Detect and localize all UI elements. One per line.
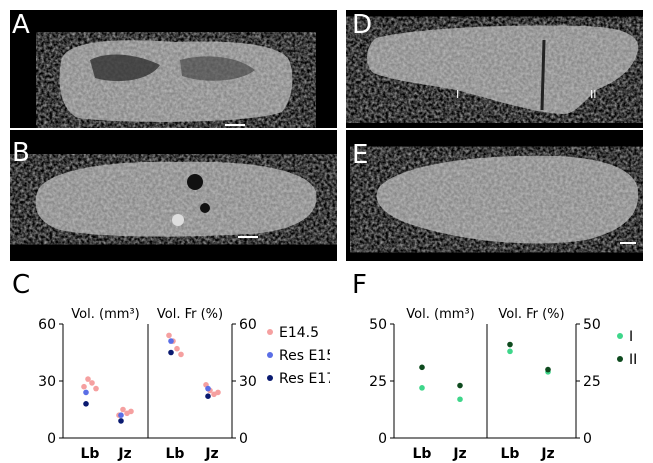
legend-marker: [267, 375, 273, 381]
data-point: [507, 341, 513, 348]
right-tick-label: 0: [239, 431, 248, 447]
chart-panel-c: Vol. (mm³) Vol. Fr (%) 0 30 60 0 30 60 Lb Lb Jz Jz E…: [38, 307, 330, 462]
scale-bar-b: [238, 236, 258, 238]
data-point: [457, 382, 463, 389]
right-section-title: Vol. Fr (%): [157, 307, 223, 322]
left-section-title: Vol. (mm³): [71, 307, 139, 322]
left-tick-label: 50: [369, 317, 387, 333]
data-point: [178, 351, 184, 358]
right-section-title: Vol. Fr (%): [498, 307, 564, 322]
scale-bar-e: [620, 242, 636, 244]
category-label-right: Jz: [540, 446, 554, 462]
data-point: [174, 345, 180, 352]
legend-marker: [267, 352, 273, 358]
category-label-left: Jz: [452, 446, 466, 462]
data-point: [457, 396, 463, 403]
legend-label: I: [629, 329, 633, 345]
data-point: [168, 338, 174, 344]
legend-label: E14.5: [279, 325, 319, 341]
panel-label-c: C: [12, 270, 31, 300]
legend-marker: [617, 333, 623, 339]
right-tick-label: 60: [239, 317, 257, 333]
data-point: [83, 389, 89, 396]
category-label-left: Lb: [81, 446, 100, 462]
legend-marker: [617, 356, 623, 362]
panel-label-e: E: [352, 140, 369, 170]
left-tick-label: 0: [47, 431, 56, 447]
category-label-left: Lb: [413, 446, 432, 462]
legend-label: Res E15.5: [279, 348, 330, 364]
category-label-right: Jz: [204, 446, 218, 462]
data-point: [93, 385, 99, 392]
data-point: [205, 393, 211, 399]
category-label-right: Lb: [501, 446, 520, 462]
right-tick-label: 25: [583, 374, 601, 390]
legend-label: Res E17.5: [279, 371, 330, 387]
left-tick-label: 0: [378, 431, 387, 447]
legend-marker: [267, 329, 273, 335]
panel-label-d: D: [352, 10, 373, 40]
data-point: [419, 364, 425, 371]
data-point: [168, 349, 174, 356]
data-point: [205, 385, 211, 392]
right-tick-label: 30: [239, 374, 257, 390]
left-tick-label: 25: [369, 374, 387, 390]
left-section-title: Vol. (mm³): [406, 307, 474, 322]
data-point: [215, 389, 221, 396]
data-point: [118, 412, 124, 418]
data-point: [507, 348, 513, 355]
category-label-right: Lb: [166, 446, 185, 462]
panel-label-f: F: [352, 270, 367, 300]
data-point: [128, 408, 134, 415]
panel-label-a: A: [12, 10, 30, 40]
micro-panel-e: [346, 130, 643, 261]
category-label-left: Jz: [117, 446, 131, 462]
legend-label: II: [629, 352, 637, 368]
micro-panel-a: [10, 10, 337, 128]
data-point: [85, 376, 91, 382]
panel-label-b: B: [12, 138, 30, 168]
right-tick-label: 50: [583, 317, 601, 333]
right-tick-label: 0: [583, 431, 592, 447]
data-point: [120, 406, 126, 413]
data-point: [166, 332, 172, 339]
scale-bar-d: [612, 128, 628, 130]
data-point: [89, 380, 95, 386]
region-marker-i: I: [456, 88, 460, 101]
scale-bar-a: [225, 124, 245, 126]
left-tick-label: 60: [38, 317, 56, 333]
micro-panel-d: [346, 10, 643, 128]
data-point: [83, 401, 89, 407]
left-tick-label: 30: [38, 374, 56, 390]
data-point: [545, 366, 551, 373]
data-point: [118, 418, 124, 424]
chart-panel-f: Vol. (mm³) Vol. Fr (%) 0 25 50 0 25 50 Lb Lb Jz Jz I…: [369, 307, 637, 462]
region-marker-ii: II: [590, 88, 597, 101]
data-point: [419, 385, 425, 391]
micro-panel-b: [10, 130, 337, 261]
data-point: [81, 383, 87, 390]
